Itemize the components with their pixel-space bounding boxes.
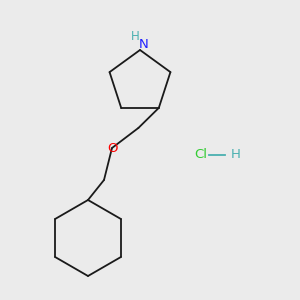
Text: Cl: Cl [194, 148, 207, 161]
Text: H: H [231, 148, 241, 161]
Text: N: N [139, 38, 149, 52]
Text: O: O [107, 142, 117, 154]
Text: H: H [130, 29, 140, 43]
